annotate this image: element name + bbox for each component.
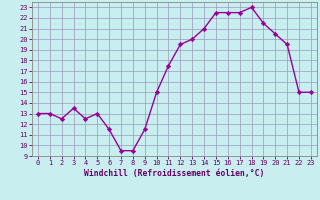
X-axis label: Windchill (Refroidissement éolien,°C): Windchill (Refroidissement éolien,°C) <box>84 169 265 178</box>
